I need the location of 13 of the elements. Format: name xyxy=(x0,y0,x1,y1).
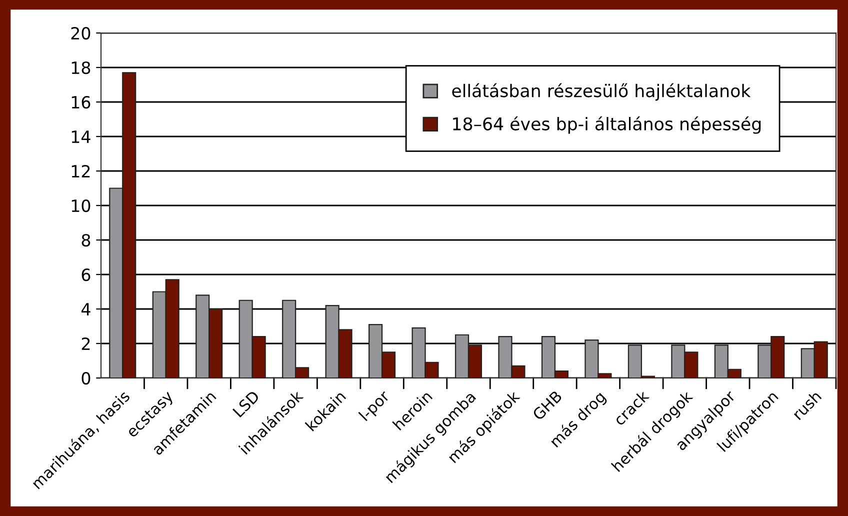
y-tick-label: 12 xyxy=(72,164,90,178)
legend-label: 18–64 éves bp-i általános népesség xyxy=(453,116,761,134)
y-tick-label: 2 xyxy=(82,337,90,350)
y-tick-label: 4 xyxy=(81,303,90,316)
y-tick-label: 20 xyxy=(71,26,90,40)
y-tick-label: 0 xyxy=(82,372,90,385)
y-tick-label: 6 xyxy=(82,268,90,282)
y-tick-label: 16 xyxy=(72,96,90,109)
y-tick-label: 8 xyxy=(82,234,90,247)
legend-label: ellátásban részesülő hajléktalanok xyxy=(452,83,751,101)
y-tick-label: 18 xyxy=(72,61,90,74)
y-tick-label: 10 xyxy=(72,199,90,212)
y-tick-label: 14 xyxy=(72,130,90,143)
